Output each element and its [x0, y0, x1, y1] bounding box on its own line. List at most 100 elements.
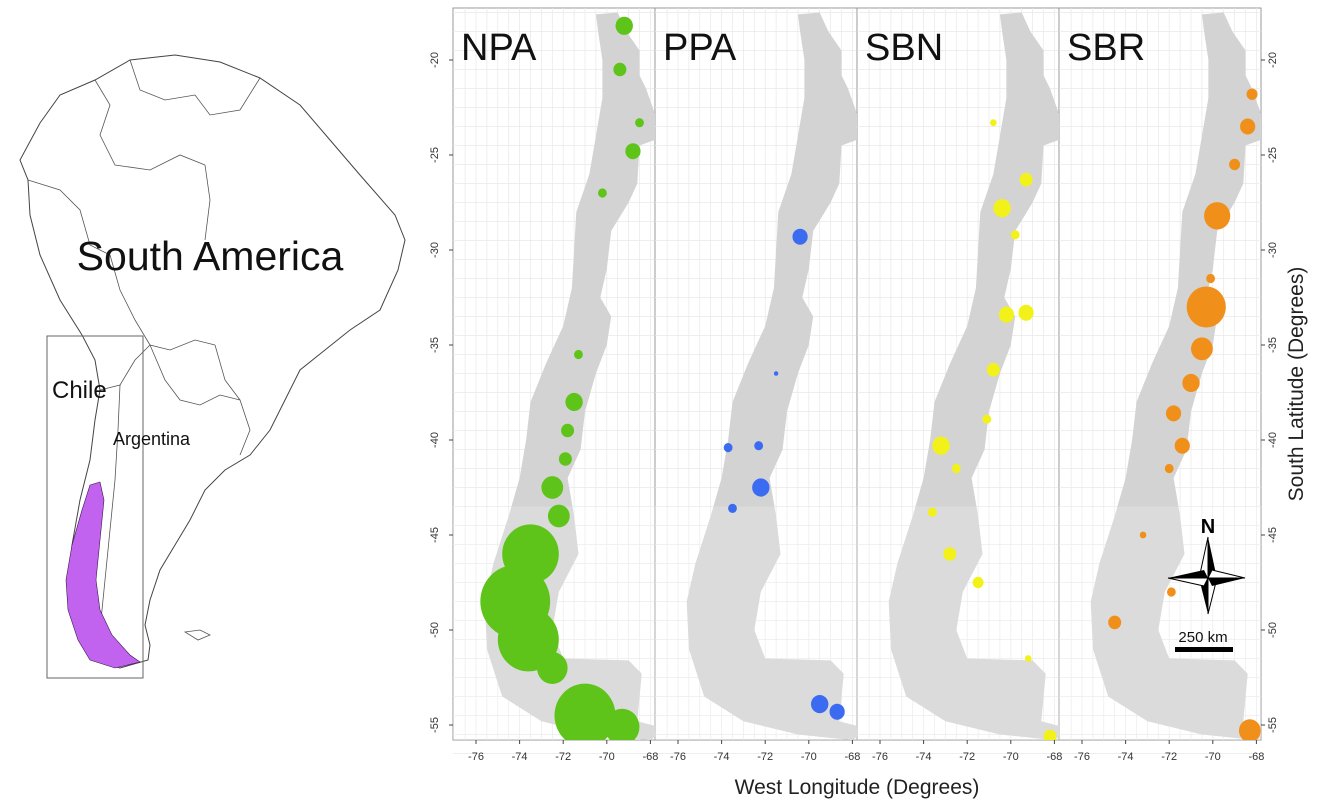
x-tick-label: -70	[1003, 751, 1019, 763]
y-tick-label: -40	[1267, 432, 1279, 448]
ppa-patch	[728, 503, 737, 513]
x-tick-label: -74	[1118, 751, 1134, 763]
axis-ticks: -76 -74 -72 -70 -68 -76 -74 -72 -70 -68 -76 -74 -72 -…	[429, 52, 1279, 763]
chile-panel-maps: NPA PPA SBN SBR -76 -74 -72 -70 -68 -76 -74 -72 -70…	[429, 7, 1308, 799]
x-tick-label: -72	[1161, 751, 1177, 763]
y-axis-title: South Latitude (Degrees)	[1285, 267, 1308, 502]
npa-patch	[547, 504, 570, 528]
sbn-patch	[986, 362, 1000, 377]
sbn-patch	[1010, 230, 1020, 240]
inset-map: South America Chile Argentina	[19, 54, 406, 679]
x-tick-label: -68	[642, 751, 658, 763]
ppa-patch	[773, 371, 779, 376]
x-tick-label: -76	[872, 751, 888, 763]
south-america-outline	[19, 54, 406, 669]
chile-study-box	[46, 335, 144, 679]
scale-bar: 250 km	[1175, 629, 1233, 652]
sbr-patch	[1191, 337, 1213, 361]
npa-patch	[561, 423, 575, 438]
npa-patch	[537, 652, 568, 684]
sbr-patch	[1164, 463, 1174, 474]
sbn-patch	[1024, 655, 1032, 662]
y-tick-label: -25	[1267, 147, 1279, 163]
x-tick-label: -72	[757, 751, 773, 763]
x-tick-label: -74	[512, 751, 528, 763]
sbr-patch	[1204, 202, 1231, 230]
y-tick-label: -55	[1267, 717, 1279, 733]
x-tick-label: -68	[1046, 751, 1062, 763]
y-tick-label: -20	[429, 52, 441, 68]
sbr-panel-label: SBR	[1067, 27, 1145, 69]
sbr-patch	[1246, 88, 1258, 100]
sbr-patch	[1229, 158, 1241, 171]
npa-patch	[554, 683, 616, 740]
sbn-patch	[1043, 729, 1057, 740]
npa-patch	[541, 476, 564, 499]
npa-patch	[598, 188, 607, 198]
y-tick-label: -50	[1267, 622, 1279, 638]
ppa-patch	[752, 478, 770, 497]
chile-highlight-region	[65, 481, 141, 669]
x-tick-label: -68	[1248, 751, 1264, 763]
sbr-patch	[1238, 719, 1261, 740]
y-tick-label: -45	[429, 527, 441, 543]
x-tick-label: -74	[714, 751, 730, 763]
y-tick-label: -40	[429, 432, 441, 448]
ppa-patch	[754, 441, 764, 451]
y-tick-label: -55	[429, 717, 441, 733]
y-tick-label: -50	[429, 622, 441, 638]
ppa-patch	[829, 703, 845, 720]
x-tick-label: -70	[1205, 751, 1221, 763]
x-tick-label: -76	[670, 751, 686, 763]
sbr-patch	[1174, 437, 1190, 454]
npa-patch	[613, 62, 627, 77]
x-tick-label: -72	[959, 751, 975, 763]
sbr-patch	[1240, 118, 1256, 135]
scale-bar-label: 250 km	[1178, 629, 1227, 646]
sbn-patch	[1019, 172, 1033, 187]
sbn-panel-label: SBN	[865, 27, 943, 69]
x-tick-label: -70	[801, 751, 817, 763]
x-tick-label: -76	[1074, 751, 1090, 763]
protected-area-patches	[480, 16, 1261, 740]
npa-patch	[565, 392, 583, 412]
x-tick-label: -76	[468, 751, 484, 763]
ppa-panel-label: PPA	[663, 27, 737, 69]
y-tick-label: -30	[1267, 242, 1279, 258]
sbr-patch	[1166, 587, 1176, 597]
y-tick-label: -45	[1267, 527, 1279, 543]
npa-panel-label: NPA	[461, 27, 537, 69]
sbn-patch	[990, 119, 997, 127]
north-arrow-compass: N	[1167, 516, 1246, 615]
sbr-patch	[1182, 373, 1200, 393]
sbr-patch	[1206, 273, 1216, 284]
sbn-patch	[993, 199, 1011, 218]
y-tick-label: -20	[1267, 52, 1279, 68]
sbn-patch	[1018, 304, 1034, 321]
x-tick-label: -68	[844, 751, 860, 763]
npa-patch	[574, 349, 583, 360]
chile-outline	[686, 12, 857, 740]
panel-labels: NPA PPA SBN SBR	[461, 27, 1145, 69]
npa-patch	[615, 16, 633, 35]
sbr-patch	[1165, 405, 1182, 422]
sbn-patch	[943, 547, 957, 561]
y-tick-label: -35	[429, 337, 441, 353]
ppa-patch	[792, 228, 808, 245]
x-tick-label: -74	[916, 751, 932, 763]
sbr-patch	[1108, 615, 1122, 630]
continent-label: South America	[77, 233, 344, 279]
ppa-patch	[811, 695, 829, 714]
x-tick-label: -70	[599, 751, 615, 763]
argentina-label: Argentina	[113, 429, 191, 449]
x-axis-title: West Longitude (Degrees)	[735, 776, 980, 799]
sbn-patch	[951, 463, 961, 474]
sbn-patch	[932, 436, 950, 455]
npa-patch	[604, 708, 640, 740]
y-tick-label: -35	[1267, 337, 1279, 353]
north-label: N	[1201, 516, 1215, 538]
npa-patch	[635, 118, 644, 128]
sbn-patch	[982, 414, 992, 424]
ppa-patch	[723, 443, 733, 453]
sbn-patch	[972, 576, 984, 589]
